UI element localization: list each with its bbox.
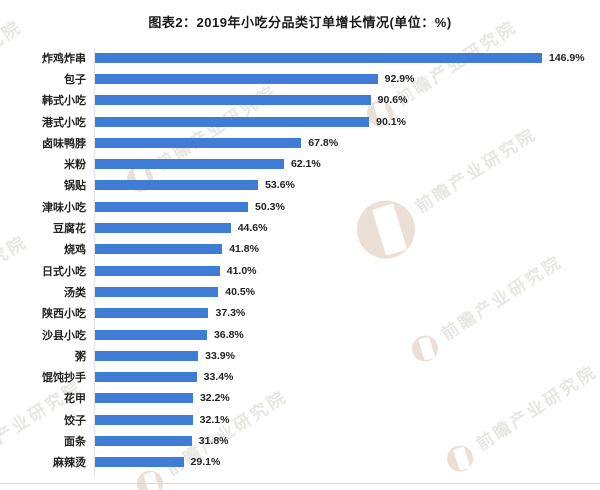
bar <box>95 393 193 404</box>
value-label: 146.9% <box>549 51 585 64</box>
value-label: 32.1% <box>199 413 230 426</box>
bar <box>95 244 223 255</box>
y-axis-line <box>94 48 95 476</box>
value-label: 31.8% <box>198 434 229 447</box>
value-label: 67.8% <box>308 136 339 149</box>
bar <box>95 286 219 297</box>
category-label: 米粉 <box>64 159 86 172</box>
bar <box>95 372 197 383</box>
category-label: 锅贴 <box>64 180 86 193</box>
bar-row: 包子 92.9% <box>0 68 600 89</box>
bar-row: 烧鸡 41.8% <box>0 239 600 260</box>
bar-row: 港式小吃 90.1% <box>0 111 600 132</box>
bar <box>95 457 184 468</box>
value-label: 37.3% <box>215 307 246 320</box>
value-label: 44.6% <box>237 222 268 235</box>
value-label: 53.6% <box>265 179 295 192</box>
category-label: 沙县小吃 <box>42 329 86 342</box>
value-label: 90.1% <box>376 115 406 128</box>
bar-row: 卤味鸭脖 67.8% <box>0 132 600 153</box>
category-label: 豆腐花 <box>53 223 86 236</box>
bar <box>95 201 249 212</box>
value-label: 33.4% <box>203 371 234 384</box>
bar <box>95 265 220 276</box>
category-label: 粥 <box>75 350 86 363</box>
bar <box>95 52 542 63</box>
value-label: 40.5% <box>225 285 256 298</box>
bar-row: 豆腐花 44.6% <box>0 217 600 238</box>
bar <box>95 414 193 425</box>
category-label: 烧鸡 <box>64 244 86 257</box>
bar-row: 饺子 32.1% <box>0 409 600 430</box>
value-label: 32.2% <box>199 392 230 405</box>
value-label: 41.8% <box>229 243 259 256</box>
category-label: 韩式小吃 <box>42 95 86 108</box>
bar <box>95 435 192 446</box>
value-label: 62.1% <box>290 158 321 171</box>
value-label: 92.9% <box>384 72 415 85</box>
bar-row: 炸鸡炸串 146.9% <box>0 47 600 68</box>
bar-row: 沙县小吃 36.8% <box>0 324 600 345</box>
bar-row: 面条 31.8% <box>0 430 600 451</box>
category-label: 港式小吃 <box>42 116 86 129</box>
bar <box>95 95 371 106</box>
category-label: 麻辣烫 <box>53 457 86 470</box>
category-label: 炸鸡炸串 <box>42 52 86 65</box>
bar-row: 花甲 32.2% <box>0 388 600 409</box>
category-label: 津味小吃 <box>42 201 86 214</box>
bottom-divider <box>0 483 600 484</box>
category-label: 汤类 <box>64 286 86 299</box>
category-label: 面条 <box>64 435 86 448</box>
category-label: 陕西小吃 <box>42 308 86 321</box>
value-label: 33.9% <box>205 349 235 362</box>
bar-rows: 炸鸡炸串 146.9% 包子 92.9% 韩式小吃 90.6% 港式小吃 90.… <box>0 47 600 473</box>
value-label: 41.0% <box>226 264 257 277</box>
value-label: 90.6% <box>377 94 408 107</box>
bar-row: 韩式小吃 90.6% <box>0 90 600 111</box>
bar-row: 馄饨抄手 33.4% <box>0 366 600 387</box>
category-label: 卤味鸭脖 <box>42 137 86 150</box>
bar <box>95 308 209 319</box>
bar <box>95 116 370 127</box>
bar <box>95 180 259 191</box>
category-label: 饺子 <box>64 414 86 427</box>
category-label: 日式小吃 <box>42 265 86 278</box>
bar-row: 汤类 40.5% <box>0 281 600 302</box>
bar <box>95 73 378 84</box>
bar-row: 陕西小吃 37.3% <box>0 303 600 324</box>
category-label: 花甲 <box>64 393 86 406</box>
bar-row: 米粉 62.1% <box>0 153 600 174</box>
category-label: 馄饨抄手 <box>42 372 86 385</box>
bar <box>95 223 231 234</box>
category-label: 包子 <box>64 73 86 86</box>
bar-row: 日式小吃 41.0% <box>0 260 600 281</box>
bar-row: 锅贴 53.6% <box>0 175 600 196</box>
bar <box>95 137 302 148</box>
bar <box>95 329 207 340</box>
chart-title: 图表2：2019年小吃分品类订单增长情况(单位：%) <box>148 15 452 30</box>
bar <box>95 350 199 361</box>
value-label: 29.1% <box>190 456 221 469</box>
value-label: 50.3% <box>255 200 285 213</box>
bar <box>95 159 284 170</box>
bar-row: 粥 33.9% <box>0 345 600 366</box>
value-label: 36.8% <box>213 328 244 341</box>
bar-row: 麻辣烫 29.1% <box>0 452 600 473</box>
bar-row: 津味小吃 50.3% <box>0 196 600 217</box>
